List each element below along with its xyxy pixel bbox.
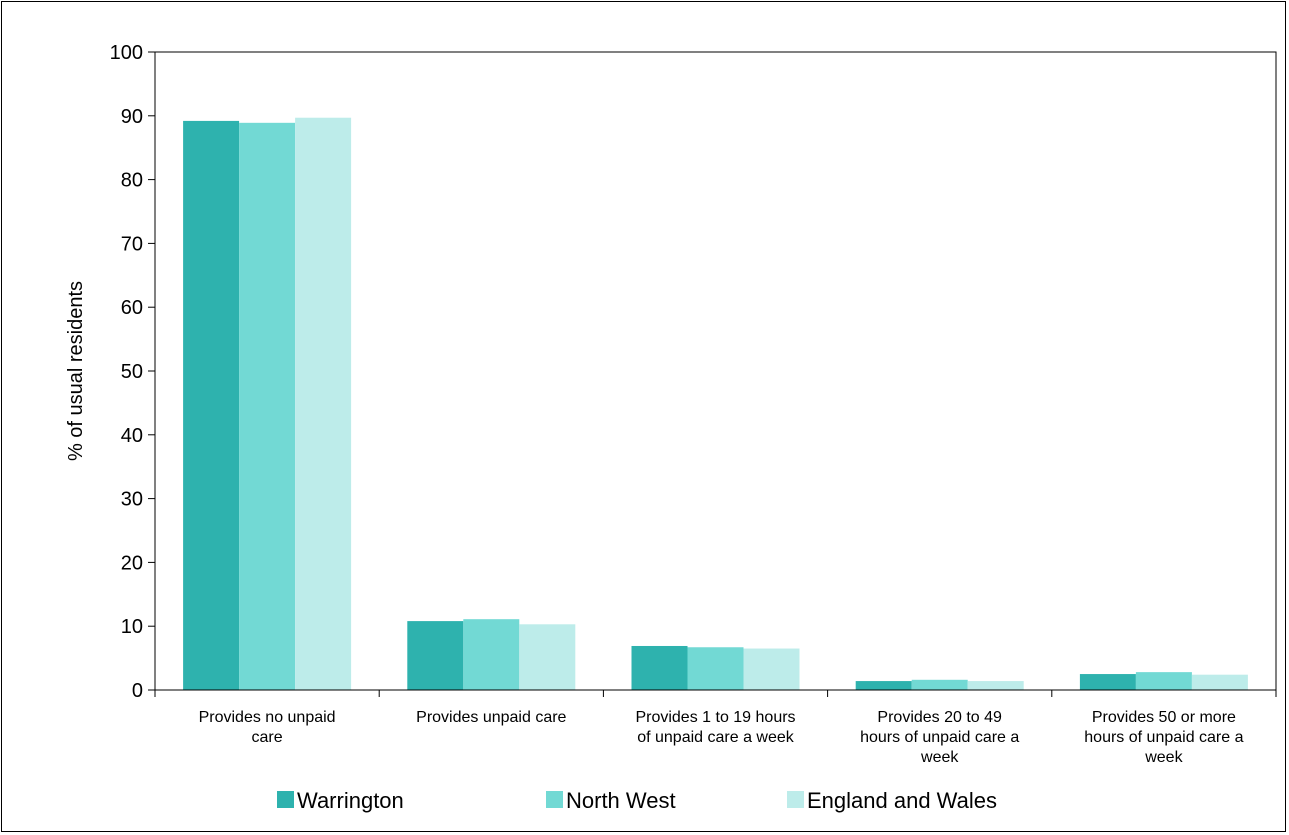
- y-tick-label: 70: [121, 233, 143, 255]
- y-tick-label: 40: [121, 425, 143, 447]
- bar: [463, 619, 520, 690]
- bar: [295, 117, 352, 691]
- bar: [855, 681, 912, 690]
- bar: [1191, 674, 1248, 690]
- legend-label: England and Wales: [807, 788, 997, 813]
- bar: [1079, 674, 1136, 690]
- legend-swatch: [277, 791, 294, 808]
- x-tick-label: week: [1144, 749, 1183, 766]
- x-tick-label: hours of unpaid care a: [1084, 729, 1243, 746]
- y-tick-label: 90: [121, 106, 143, 128]
- bar: [967, 681, 1024, 690]
- x-tick-label: Provides unpaid care: [416, 709, 566, 726]
- bar: [239, 122, 296, 691]
- y-tick-label: 10: [121, 616, 143, 638]
- y-tick-label: 0: [132, 680, 143, 702]
- x-tick-label: Provides 50 or more: [1092, 709, 1236, 726]
- legend-swatch: [546, 791, 563, 808]
- y-tick-label: 30: [121, 489, 143, 511]
- bar: [407, 621, 464, 690]
- x-tick-label: of unpaid care a week: [637, 729, 795, 746]
- bar: [183, 120, 240, 691]
- y-tick-label: 80: [121, 170, 143, 192]
- y-axis-title: % of usual residents: [65, 281, 87, 461]
- y-tick-label: 100: [110, 42, 143, 64]
- y-tick-label: 20: [121, 552, 143, 574]
- x-tick-label: care: [252, 729, 283, 746]
- legend-label: North West: [566, 788, 676, 813]
- x-tick-label: Provides no unpaid: [199, 709, 336, 726]
- legend-swatch: [787, 791, 804, 808]
- bar: [631, 645, 688, 690]
- x-tick-label: Provides 20 to 49: [877, 709, 1002, 726]
- bar: [1135, 672, 1192, 690]
- y-tick-label: 50: [121, 361, 143, 383]
- y-tick-label: 60: [121, 297, 143, 319]
- bar: [687, 647, 744, 690]
- x-tick-label: hours of unpaid care a: [860, 729, 1019, 746]
- plot-area-border: [155, 51, 1277, 690]
- x-tick-label: week: [920, 749, 959, 766]
- legend-label: Warrington: [297, 788, 404, 813]
- bar: [519, 624, 576, 690]
- bar: [911, 679, 968, 690]
- bar: [743, 648, 800, 690]
- x-tick-label: Provides 1 to 19 hours: [635, 709, 795, 726]
